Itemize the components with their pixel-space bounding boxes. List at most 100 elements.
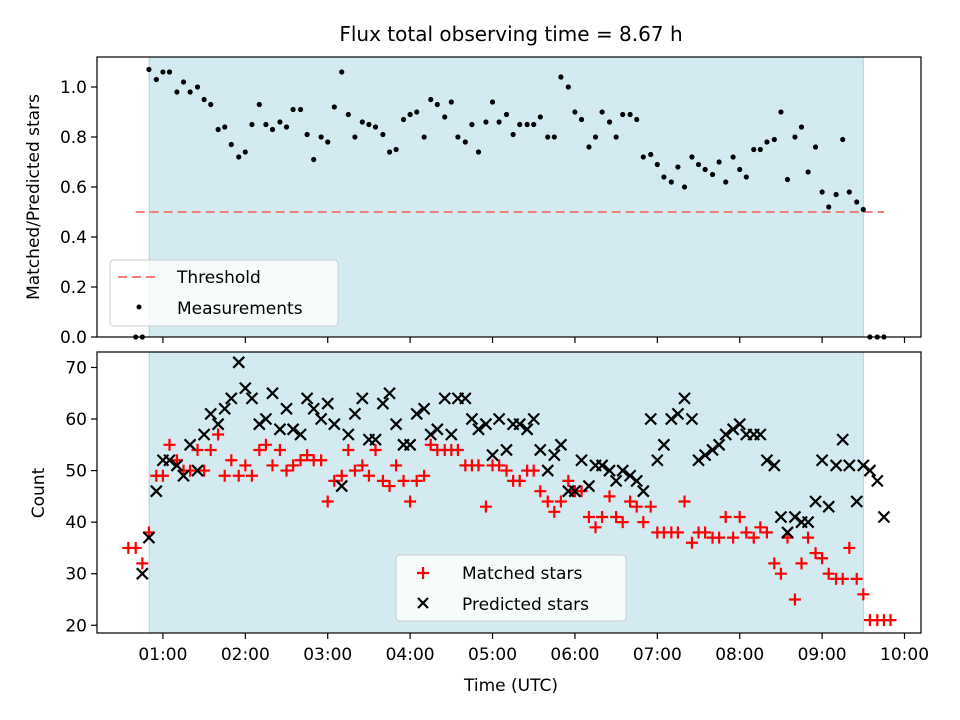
x-tick-label: 03:00 [303, 645, 352, 665]
matched-star-point [788, 593, 801, 606]
predicted-star-point [877, 510, 891, 524]
measurement-point [283, 124, 290, 130]
predicted-star-point [568, 484, 582, 498]
matched-star-point [315, 454, 328, 467]
measurement-point [531, 121, 537, 128]
measurement-point [428, 96, 434, 103]
predicted-star-point [733, 417, 746, 431]
matched-star-point [404, 495, 417, 508]
measurement-point [366, 121, 372, 128]
measurement-point [819, 189, 825, 195]
top-legend-box [109, 259, 339, 327]
predicted-star-point [513, 417, 526, 431]
predicted-star-point [204, 407, 217, 421]
predicted-star-point [225, 392, 238, 405]
matched-star-point [713, 531, 726, 544]
measurement-point [743, 174, 749, 180]
x-tick-label: 07:00 [633, 645, 682, 665]
measurement-point [558, 74, 564, 80]
matched-star-point [342, 443, 355, 456]
predicted-star-point [197, 428, 211, 441]
predicted-star-point [520, 423, 534, 436]
measurement-point [730, 154, 736, 160]
predicted-star-point [314, 412, 328, 426]
top-y-tick-label: 0.4 [60, 228, 87, 248]
x-tick-label: 06:00 [550, 645, 599, 665]
matched-star-point [369, 443, 382, 456]
predicted-star-point [348, 407, 362, 421]
predicted-star-point [781, 526, 794, 539]
measurement-point [414, 109, 420, 115]
bottom-y-tick-label: 40 [65, 513, 87, 533]
predicted-star-point [307, 402, 320, 415]
measurement-point [228, 141, 234, 148]
predicted-star-point [266, 386, 279, 400]
predicted-star-point [575, 453, 588, 467]
measurement-point [489, 99, 496, 105]
measurement-point [455, 134, 461, 140]
top-legend: Threshold Measurements [109, 259, 339, 327]
measurement-point [586, 144, 592, 150]
predicted-star-point [486, 448, 499, 462]
measurement-point [269, 126, 276, 133]
predicted-stars-points [136, 356, 891, 580]
measurement-point [654, 161, 660, 168]
bottom-y-ticks: 20 30 40 50 60 70 [65, 358, 97, 636]
measurement-point [675, 164, 681, 170]
measurement-point [166, 69, 173, 75]
measurement-point [778, 109, 784, 115]
measurement-point [751, 146, 757, 153]
measurement-point [517, 121, 523, 128]
measurement-point [222, 124, 228, 130]
measurement-point [380, 131, 386, 138]
predicted-star-point [698, 448, 712, 462]
predicted-star-point [280, 402, 293, 415]
measurement-point [448, 99, 454, 105]
bottom-legend: Matched stars Predicted stars [395, 554, 627, 622]
measurement-point [386, 149, 393, 155]
predicted-star-point [150, 484, 163, 498]
matched-star-point [328, 474, 341, 487]
matched-star-point [884, 614, 897, 627]
measurement-point [599, 109, 605, 115]
measurement-point [854, 199, 860, 205]
matched-star-point [644, 500, 657, 513]
matched-star-point [424, 438, 437, 451]
measurement-point [503, 111, 510, 118]
matched-star-point [156, 469, 169, 482]
matched-star-point [479, 500, 492, 513]
bottom-y-tick-label: 70 [65, 358, 87, 378]
predicted-star-point [774, 510, 788, 524]
measurement-point [442, 114, 448, 120]
measurement-point [661, 174, 667, 180]
measurement-point [297, 106, 304, 113]
matched-star-point [809, 547, 822, 560]
predicted-star-point [822, 500, 835, 513]
top-y-tick-label: 0.8 [60, 128, 87, 148]
x-tick-label: 09:00 [798, 645, 847, 665]
predicted-star-point [259, 412, 273, 426]
predicted-star-point [232, 356, 246, 369]
predicted-star-point [410, 407, 423, 421]
predicted-star-point [273, 423, 287, 436]
measurement-point [627, 111, 633, 118]
matched-star-point [204, 443, 217, 456]
top-y-tick-label: 0.2 [60, 278, 87, 298]
predicted-star-point [136, 567, 149, 580]
matched-star-point [239, 459, 252, 472]
matched-star-point [280, 464, 293, 477]
measurement-point [352, 134, 358, 140]
matched-star-point [589, 521, 602, 534]
top-y-tick-label: 0.0 [60, 328, 87, 348]
predicted-star-point [417, 402, 431, 415]
measurement-point [771, 136, 777, 143]
matched-star-point [768, 557, 781, 570]
x-tick-label: 02:00 [221, 645, 270, 665]
predicted-star-point [183, 438, 197, 452]
measurement-point [249, 121, 255, 128]
predicted-star-point [644, 412, 658, 426]
predicted-star-point [472, 423, 485, 436]
matched-star-point [198, 464, 211, 477]
measurement-point [469, 121, 475, 128]
predicted-star-point [554, 438, 568, 452]
